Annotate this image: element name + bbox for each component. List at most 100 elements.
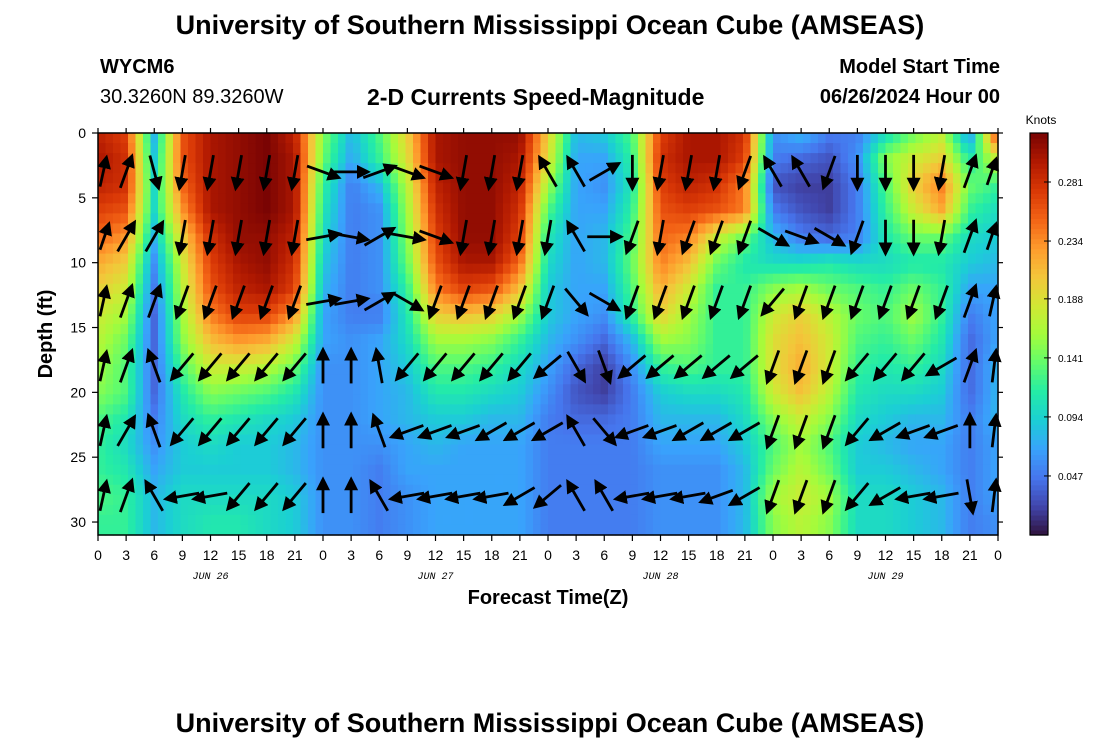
heatmap-cell bbox=[600, 344, 609, 355]
heatmap-cell bbox=[863, 444, 872, 456]
heatmap-cell bbox=[188, 183, 197, 194]
heatmap-cell bbox=[98, 183, 107, 194]
heatmap-cell bbox=[375, 263, 384, 275]
heatmap-cell bbox=[315, 364, 324, 375]
heatmap-cell bbox=[720, 143, 729, 154]
heatmap-cell bbox=[750, 474, 759, 486]
heatmap-cell bbox=[533, 374, 542, 385]
heatmap-cell bbox=[855, 143, 864, 154]
heatmap-cell bbox=[360, 424, 369, 436]
heatmap-cell bbox=[780, 243, 789, 255]
heatmap-cell bbox=[158, 193, 167, 204]
current-vector-arrow bbox=[173, 285, 190, 321]
heatmap-cell bbox=[885, 193, 894, 204]
heatmap-cell bbox=[210, 323, 219, 335]
heatmap-cell bbox=[158, 494, 167, 506]
heatmap-cell bbox=[480, 474, 489, 486]
heatmap-cell bbox=[225, 243, 234, 255]
heatmap-cell bbox=[398, 213, 407, 225]
heatmap-cell bbox=[188, 444, 197, 456]
heatmap-cell bbox=[893, 374, 902, 385]
heatmap-cell bbox=[803, 193, 812, 204]
heatmap-cell bbox=[308, 434, 317, 446]
heatmap-cell bbox=[413, 143, 422, 154]
heatmap-cell bbox=[638, 384, 647, 395]
heatmap-cell bbox=[345, 494, 354, 506]
heatmap-cell bbox=[255, 213, 264, 225]
heatmap-cell bbox=[473, 283, 482, 295]
heatmap-cell bbox=[338, 524, 347, 536]
heatmap-cell bbox=[720, 183, 729, 194]
heatmap-cell bbox=[713, 404, 722, 415]
heatmap-cell bbox=[248, 223, 257, 235]
heatmap-cell bbox=[653, 153, 662, 164]
heatmap-cell bbox=[608, 334, 617, 345]
heatmap-cell bbox=[330, 444, 339, 456]
current-vector-arrow bbox=[174, 154, 189, 192]
heatmap-cell bbox=[248, 394, 257, 405]
heatmap-cell bbox=[743, 213, 752, 225]
heatmap-cell bbox=[975, 143, 984, 154]
heatmap-cell bbox=[705, 354, 714, 365]
heatmap-cell bbox=[690, 474, 699, 486]
heatmap-cell bbox=[548, 404, 557, 415]
heatmap-cell bbox=[675, 293, 684, 305]
heatmap-cell bbox=[818, 213, 827, 225]
heatmap-cell bbox=[218, 133, 227, 144]
heatmap-cell bbox=[240, 213, 249, 225]
heatmap-cell bbox=[713, 334, 722, 345]
heatmap-cell bbox=[135, 344, 144, 355]
heatmap-cell bbox=[353, 504, 362, 516]
heatmap-cell bbox=[863, 143, 872, 154]
heatmap-cell bbox=[795, 273, 804, 285]
heatmap-cell bbox=[863, 354, 872, 365]
heatmap-cell bbox=[735, 283, 744, 295]
heatmap-cell bbox=[465, 404, 474, 415]
heatmap-cell bbox=[165, 253, 174, 265]
heatmap-cell bbox=[210, 504, 219, 516]
heatmap-cell bbox=[915, 344, 924, 355]
heatmap-cell bbox=[480, 414, 489, 426]
heatmap-cell bbox=[968, 484, 977, 496]
heatmap-cell bbox=[533, 414, 542, 426]
heatmap-cell bbox=[368, 384, 377, 395]
heatmap-cell bbox=[293, 203, 302, 214]
heatmap-cell bbox=[810, 464, 819, 476]
heatmap-cell bbox=[158, 404, 167, 415]
heatmap-cell bbox=[383, 193, 392, 204]
heatmap-cell bbox=[578, 354, 587, 365]
heatmap-cell bbox=[855, 253, 864, 265]
heatmap-cell bbox=[240, 293, 249, 305]
heatmap-cell bbox=[975, 344, 984, 355]
heatmap-cell bbox=[255, 354, 264, 365]
heatmap-cell bbox=[870, 193, 879, 204]
heatmap-cell bbox=[615, 474, 624, 486]
heatmap-cell bbox=[113, 484, 122, 496]
heatmap-cell bbox=[645, 464, 654, 476]
heatmap-cell bbox=[293, 494, 302, 506]
heatmap-cell bbox=[833, 153, 842, 164]
heatmap-cell bbox=[675, 394, 684, 405]
heatmap-cell bbox=[308, 424, 317, 436]
heatmap-cell bbox=[705, 414, 714, 426]
heatmap-cell bbox=[615, 243, 624, 255]
heatmap-cell bbox=[825, 323, 834, 335]
heatmap-cell bbox=[660, 524, 669, 536]
heatmap-cell bbox=[473, 183, 482, 194]
heatmap-cell bbox=[480, 404, 489, 415]
heatmap-cell bbox=[578, 344, 587, 355]
heatmap-cell bbox=[750, 193, 759, 204]
heatmap-cell bbox=[705, 173, 714, 184]
heatmap-cell bbox=[713, 253, 722, 265]
heatmap-cell bbox=[968, 203, 977, 214]
heatmap-cell bbox=[960, 414, 969, 426]
heatmap-cell bbox=[368, 424, 377, 436]
heatmap-cell bbox=[585, 303, 594, 315]
heatmap-cell bbox=[788, 454, 797, 466]
heatmap-cell bbox=[240, 444, 249, 456]
heatmap-cell bbox=[240, 153, 249, 164]
heatmap-cell bbox=[330, 504, 339, 516]
heatmap-cell bbox=[630, 374, 639, 385]
heatmap-cell bbox=[518, 354, 527, 365]
heatmap-cell bbox=[473, 203, 482, 214]
